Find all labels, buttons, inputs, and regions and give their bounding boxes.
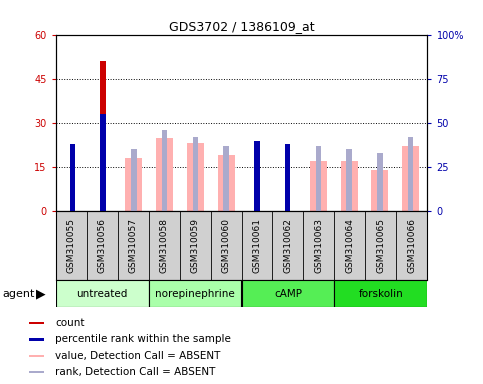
Bar [149,280,242,307]
Bar [254,141,260,211]
Bar [70,144,75,211]
Bar [402,146,419,211]
Bar [28,338,44,341]
Text: count: count [55,318,85,328]
Bar [70,152,75,211]
Bar [408,137,413,211]
Bar [371,170,388,211]
Bar [28,354,44,357]
Bar [285,149,290,211]
Bar [156,137,173,211]
Text: GSM310060: GSM310060 [222,218,230,273]
Text: value, Detection Call = ABSENT: value, Detection Call = ABSENT [55,351,221,361]
Bar [254,155,260,211]
Text: GSM310064: GSM310064 [345,218,355,273]
Text: GSM310062: GSM310062 [284,218,293,273]
Bar [126,158,142,211]
Bar [193,137,198,211]
Text: GSM310061: GSM310061 [253,218,261,273]
Text: GSM310058: GSM310058 [159,218,169,273]
Text: forskolin: forskolin [358,289,403,299]
Text: agent: agent [2,289,35,299]
Bar [56,280,149,307]
Bar [285,144,290,211]
Bar [100,114,106,211]
Bar [218,155,235,211]
Bar [341,161,357,211]
Bar [346,149,352,211]
Bar [162,130,168,211]
Bar [223,146,229,211]
Bar [100,61,106,211]
Text: ▶: ▶ [36,287,46,300]
Bar [310,161,327,211]
Text: untreated: untreated [76,289,128,299]
Bar [28,322,44,324]
Text: cAMP: cAMP [274,289,302,299]
Text: GSM310057: GSM310057 [128,218,138,273]
Text: GSM310055: GSM310055 [67,218,75,273]
Bar [334,280,427,307]
Title: GDS3702 / 1386109_at: GDS3702 / 1386109_at [169,20,314,33]
Text: rank, Detection Call = ABSENT: rank, Detection Call = ABSENT [55,367,215,377]
Text: GSM310063: GSM310063 [314,218,324,273]
Bar [131,149,137,211]
Text: GSM310065: GSM310065 [376,218,385,273]
Bar [315,146,321,211]
Bar [377,153,383,211]
Text: GSM310066: GSM310066 [408,218,416,273]
Bar [28,371,44,373]
Bar [242,280,334,307]
Text: percentile rank within the sample: percentile rank within the sample [55,334,231,344]
Text: GSM310059: GSM310059 [190,218,199,273]
Text: GSM310056: GSM310056 [98,218,107,273]
Text: norepinephrine: norepinephrine [155,289,235,299]
Bar [187,144,204,211]
